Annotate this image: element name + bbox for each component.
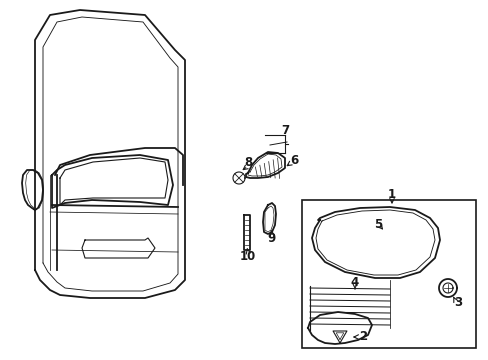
Text: 5: 5 — [373, 217, 381, 230]
Text: 10: 10 — [240, 251, 256, 264]
Text: 6: 6 — [289, 153, 298, 166]
Text: 3: 3 — [453, 297, 461, 310]
Bar — [302, 200, 475, 348]
Text: 2: 2 — [358, 330, 366, 343]
Text: 7: 7 — [281, 123, 288, 136]
Text: 4: 4 — [350, 275, 358, 288]
Text: 1: 1 — [387, 188, 395, 201]
Text: 8: 8 — [244, 156, 252, 168]
Text: 9: 9 — [267, 231, 276, 244]
